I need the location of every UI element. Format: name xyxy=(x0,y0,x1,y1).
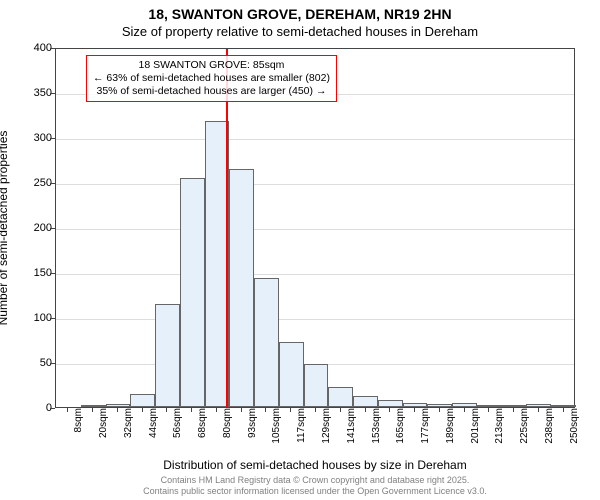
histogram-bar xyxy=(427,404,452,407)
property-marker-line xyxy=(226,49,228,407)
grid-line xyxy=(56,229,574,230)
xtick-mark xyxy=(241,407,242,412)
ytick-mark xyxy=(50,273,55,274)
ytick-mark xyxy=(50,228,55,229)
attribution-line2: Contains public sector information licen… xyxy=(55,486,575,497)
ytick-label: 350 xyxy=(12,87,52,99)
xtick-label: 20sqm xyxy=(98,408,109,458)
xtick-mark xyxy=(265,407,266,412)
xtick-mark xyxy=(414,407,415,412)
ytick-label: 50 xyxy=(12,357,52,369)
histogram-bar xyxy=(254,278,279,407)
xtick-mark xyxy=(67,407,68,412)
histogram-bar xyxy=(106,404,131,407)
xtick-label: 153sqm xyxy=(371,408,382,458)
grid-line xyxy=(56,184,574,185)
xtick-label: 238sqm xyxy=(544,408,555,458)
xtick-mark xyxy=(166,407,167,412)
xtick-mark xyxy=(92,407,93,412)
histogram-bar xyxy=(526,404,551,407)
xtick-label: 201sqm xyxy=(470,408,481,458)
annotation-line: 18 SWANTON GROVE: 85sqm xyxy=(93,59,330,72)
xtick-label: 44sqm xyxy=(148,408,159,458)
attribution-text: Contains HM Land Registry data © Crown c… xyxy=(55,475,575,497)
ytick-label: 100 xyxy=(12,312,52,324)
grid-line xyxy=(56,274,574,275)
ytick-mark xyxy=(50,318,55,319)
ytick-label: 200 xyxy=(12,222,52,234)
ytick-label: 250 xyxy=(12,177,52,189)
xtick-label: 213sqm xyxy=(494,408,505,458)
xtick-mark xyxy=(340,407,341,412)
histogram-bar xyxy=(130,394,155,408)
xtick-mark xyxy=(191,407,192,412)
xtick-mark xyxy=(538,407,539,412)
plot-area: 18 SWANTON GROVE: 85sqm← 63% of semi-det… xyxy=(55,48,575,408)
chart-title-line2: Size of property relative to semi-detach… xyxy=(0,24,600,39)
ytick-label: 400 xyxy=(12,42,52,54)
ytick-mark xyxy=(50,408,55,409)
xtick-label: 225sqm xyxy=(519,408,530,458)
xtick-label: 68sqm xyxy=(197,408,208,458)
ytick-label: 300 xyxy=(12,132,52,144)
xtick-label: 32sqm xyxy=(123,408,134,458)
xtick-label: 8sqm xyxy=(73,408,84,458)
xtick-mark xyxy=(513,407,514,412)
xtick-label: 93sqm xyxy=(247,408,258,458)
xtick-mark xyxy=(488,407,489,412)
xtick-label: 117sqm xyxy=(296,408,307,458)
histogram-bar xyxy=(180,178,205,408)
xtick-label: 129sqm xyxy=(321,408,332,458)
histogram-bar xyxy=(452,403,477,407)
chart-container: 18, SWANTON GROVE, DEREHAM, NR19 2HN Siz… xyxy=(0,0,600,500)
chart-title-line1: 18, SWANTON GROVE, DEREHAM, NR19 2HN xyxy=(0,6,600,22)
x-axis-label: Distribution of semi-detached houses by … xyxy=(55,458,575,472)
histogram-bar xyxy=(378,400,403,407)
histogram-bar xyxy=(304,364,329,407)
xtick-label: 250sqm xyxy=(569,408,580,458)
histogram-bar xyxy=(279,342,304,407)
ytick-mark xyxy=(50,138,55,139)
histogram-bar xyxy=(551,405,576,407)
xtick-label: 165sqm xyxy=(395,408,406,458)
xtick-mark xyxy=(439,407,440,412)
ytick-mark xyxy=(50,48,55,49)
xtick-mark xyxy=(315,407,316,412)
xtick-label: 189sqm xyxy=(445,408,456,458)
xtick-mark xyxy=(389,407,390,412)
ytick-mark xyxy=(50,183,55,184)
xtick-mark xyxy=(365,407,366,412)
attribution-line1: Contains HM Land Registry data © Crown c… xyxy=(55,475,575,486)
ytick-label: 150 xyxy=(12,267,52,279)
histogram-bar xyxy=(155,304,180,408)
annotation-box: 18 SWANTON GROVE: 85sqm← 63% of semi-det… xyxy=(86,55,337,102)
ytick-mark xyxy=(50,363,55,364)
xtick-mark xyxy=(290,407,291,412)
xtick-label: 56sqm xyxy=(172,408,183,458)
xtick-mark xyxy=(216,407,217,412)
histogram-bar xyxy=(328,387,353,407)
xtick-label: 105sqm xyxy=(271,408,282,458)
ytick-label: 0 xyxy=(12,402,52,414)
histogram-bar xyxy=(353,396,378,407)
xtick-label: 177sqm xyxy=(420,408,431,458)
xtick-mark xyxy=(563,407,564,412)
xtick-label: 80sqm xyxy=(222,408,233,458)
xtick-mark xyxy=(464,407,465,412)
histogram-bar xyxy=(229,169,254,408)
annotation-line: 35% of semi-detached houses are larger (… xyxy=(93,85,330,98)
ytick-mark xyxy=(50,93,55,94)
xtick-label: 141sqm xyxy=(346,408,357,458)
annotation-line: ← 63% of semi-detached houses are smalle… xyxy=(93,72,330,85)
grid-line xyxy=(56,319,574,320)
grid-line xyxy=(56,139,574,140)
xtick-mark xyxy=(117,407,118,412)
xtick-mark xyxy=(142,407,143,412)
